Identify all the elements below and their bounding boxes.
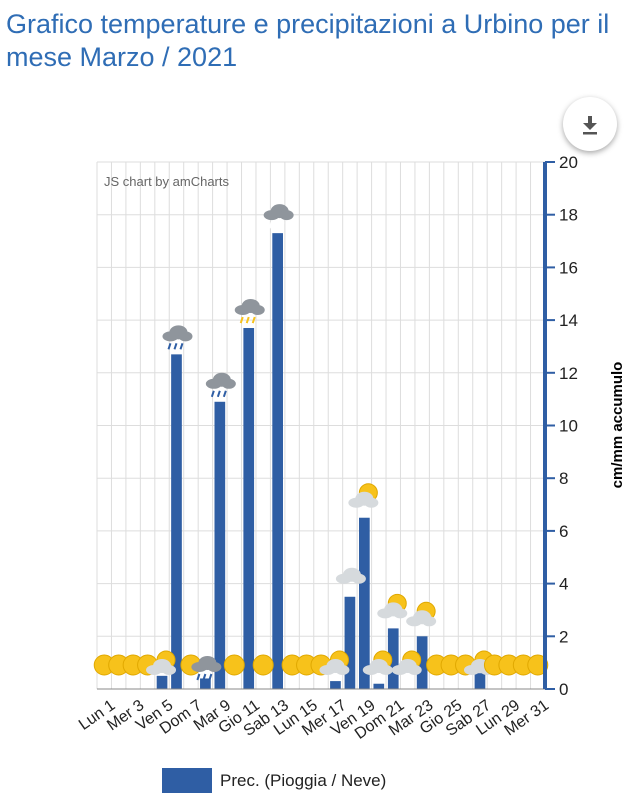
precip-drop: [210, 390, 215, 398]
bar: [344, 596, 356, 689]
cloud-shape: [335, 665, 350, 675]
cloud-shape: [207, 662, 222, 672]
precip-drop: [216, 390, 221, 398]
precip-drop: [208, 673, 213, 681]
precip-drop: [167, 343, 172, 350]
cloud-sun-icon: [319, 650, 350, 675]
cloud-shape: [250, 305, 265, 316]
sun-icon: [252, 654, 274, 676]
chart-bars: [156, 233, 486, 689]
bar: [416, 636, 428, 689]
cloud-shape: [178, 331, 193, 342]
y-axis: 0 2 4 6 8 10 12 14 16 18 20: [543, 153, 578, 699]
cloud-shape: [221, 378, 236, 389]
cloud-sun-icon: [391, 650, 422, 675]
cloud-shape: [393, 608, 408, 619]
sun-shape: [223, 654, 245, 676]
bar: [474, 673, 486, 689]
chart-credit[interactable]: JS chart by amCharts: [104, 174, 229, 189]
weather-icons: [93, 204, 549, 681]
y-tick-label: 20: [559, 153, 578, 172]
y-tick-label: 4: [559, 575, 568, 594]
y-tick-label: 18: [559, 206, 578, 225]
precip-drop: [268, 221, 273, 229]
cloud-shape: [407, 665, 422, 675]
precip-drop: [202, 673, 207, 681]
bar: [373, 683, 385, 689]
download-icon: [583, 116, 597, 135]
rain-icon: [205, 372, 236, 398]
y-tick-label: 12: [559, 364, 578, 383]
bar: [156, 675, 168, 689]
sun-shape: [252, 654, 274, 676]
cloud-shape: [378, 665, 393, 675]
cloud-sun-icon: [406, 601, 437, 627]
legend-label: Prec. (Pioggia / Neve): [220, 770, 387, 790]
cloud-shape: [364, 497, 379, 508]
precip-drop: [179, 343, 184, 350]
bar: [359, 517, 370, 689]
y-axis-label: cm/mm accumulo: [609, 362, 626, 489]
precip-drop: [251, 316, 256, 324]
cloud-shape: [162, 665, 177, 675]
cloud-icon: [335, 567, 366, 584]
y-tick-label: 2: [559, 627, 568, 646]
bar: [387, 628, 399, 689]
precip-drop: [239, 316, 244, 324]
y-tick-label: 16: [559, 258, 578, 277]
bar: [214, 401, 226, 689]
y-tick-label: 14: [559, 311, 578, 330]
cloud-shape: [279, 210, 294, 221]
precip-drop: [173, 343, 178, 350]
y-tick-label: 10: [559, 417, 578, 436]
cloud-sun-icon: [146, 650, 177, 675]
cloud-sun-icon: [377, 593, 408, 619]
bar: [243, 328, 255, 689]
snow-icon: [263, 204, 294, 229]
bar: [272, 233, 283, 689]
bar: [330, 681, 341, 689]
precip-drop: [274, 221, 279, 229]
cloud-shape: [351, 573, 366, 584]
precip-drop: [245, 316, 250, 324]
precip-drop: [222, 390, 227, 398]
cloud-sun-icon: [362, 650, 393, 675]
page-title: Grafico temperature e precipitazioni a U…: [6, 9, 610, 72]
sun-icon: [527, 654, 549, 676]
y-tick-label: 0: [559, 680, 568, 699]
cloud-sun-icon: [348, 483, 379, 508]
precip-drop: [280, 221, 285, 229]
cloud-shape: [422, 616, 437, 627]
download-button[interactable]: [563, 97, 617, 151]
cloud-rain-icon: [191, 656, 222, 681]
y-tick-label: 8: [559, 469, 568, 488]
y-tick-label: 6: [559, 522, 568, 541]
legend-swatch: [162, 768, 212, 793]
bar: [200, 678, 211, 689]
storm-icon: [234, 299, 265, 324]
chart-grid: [96, 161, 546, 690]
precip-drop: [196, 673, 201, 681]
rain-icon: [162, 325, 193, 350]
sun-icon: [223, 654, 245, 676]
sun-shape: [527, 654, 549, 676]
chart-legend[interactable]: Prec. (Pioggia / Neve): [162, 768, 386, 793]
bar: [171, 354, 182, 689]
